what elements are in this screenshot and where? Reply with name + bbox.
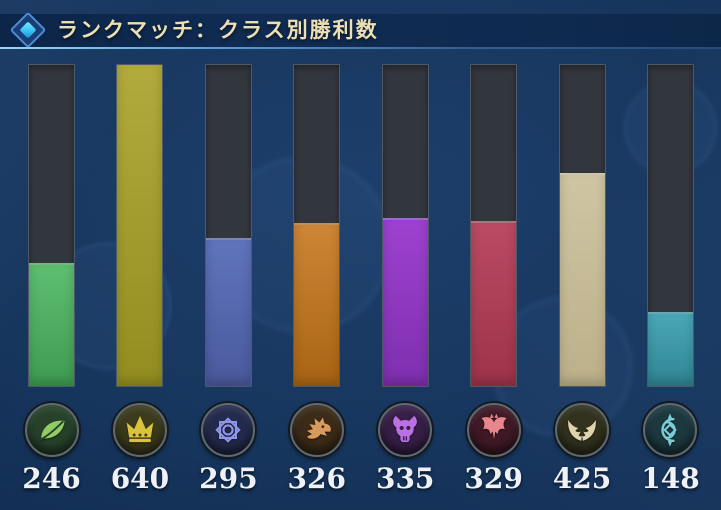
bar-column-havencraft: 425 xyxy=(553,64,611,504)
bar-column-swordcraft: 640 xyxy=(111,64,169,504)
bar-track xyxy=(558,64,606,387)
havencraft-wings-icon xyxy=(555,403,610,457)
shadowcraft-skull-icon xyxy=(378,403,433,457)
bar-track xyxy=(381,64,429,387)
runecraft-star-icon xyxy=(201,403,256,457)
bar-fill-forestcraft xyxy=(29,262,74,386)
win-count-havencraft: 425 xyxy=(552,462,612,495)
bar-column-forestcraft: 246 xyxy=(22,64,81,504)
bloodcraft-bat-icon xyxy=(466,403,521,457)
bar-fill-swordcraft xyxy=(117,65,163,386)
win-count-shadowcraft: 335 xyxy=(375,462,435,495)
bar-fill-dragoncraft xyxy=(294,222,340,386)
diamond-icon xyxy=(9,11,47,49)
bar-fill-havencraft xyxy=(559,172,605,386)
bar-fill-shadowcraft xyxy=(382,217,428,386)
bar-track xyxy=(470,64,518,387)
win-count-forestcraft: 246 xyxy=(22,462,81,495)
bar-track xyxy=(293,64,341,387)
win-count-portalcraft: 148 xyxy=(641,462,700,495)
bar-track xyxy=(116,64,164,387)
swordcraft-crown-icon xyxy=(112,403,167,457)
bar-column-dragoncraft: 326 xyxy=(288,64,346,504)
win-count-dragoncraft: 326 xyxy=(287,462,346,495)
bar-fill-portalcraft xyxy=(647,311,693,386)
bar-fill-runecraft xyxy=(205,238,251,386)
diamond-icon-core xyxy=(19,21,37,39)
portalcraft-sigil-icon xyxy=(643,403,698,457)
bar-column-portalcraft: 148 xyxy=(641,64,700,504)
title-bar: ランクマッチ：クラス別勝利数 xyxy=(0,11,721,49)
bar-track xyxy=(204,64,252,387)
bar-fill-bloodcraft xyxy=(471,221,517,386)
win-count-bloodcraft: 329 xyxy=(464,462,523,495)
wins-by-class-bar-chart: 246 640 295 326 335 329 xyxy=(22,64,700,504)
bar-track xyxy=(646,64,694,387)
win-count-runecraft: 295 xyxy=(199,462,258,495)
bar-column-runecraft: 295 xyxy=(199,64,258,504)
bar-track xyxy=(28,64,75,387)
dragoncraft-dragon-icon xyxy=(289,403,344,457)
win-count-swordcraft: 640 xyxy=(110,462,170,495)
forestcraft-leaf-icon xyxy=(24,403,79,457)
page-title: ランクマッチ：クラス別勝利数 xyxy=(57,19,379,42)
bar-column-bloodcraft: 329 xyxy=(464,64,523,504)
bar-column-shadowcraft: 335 xyxy=(376,64,434,504)
